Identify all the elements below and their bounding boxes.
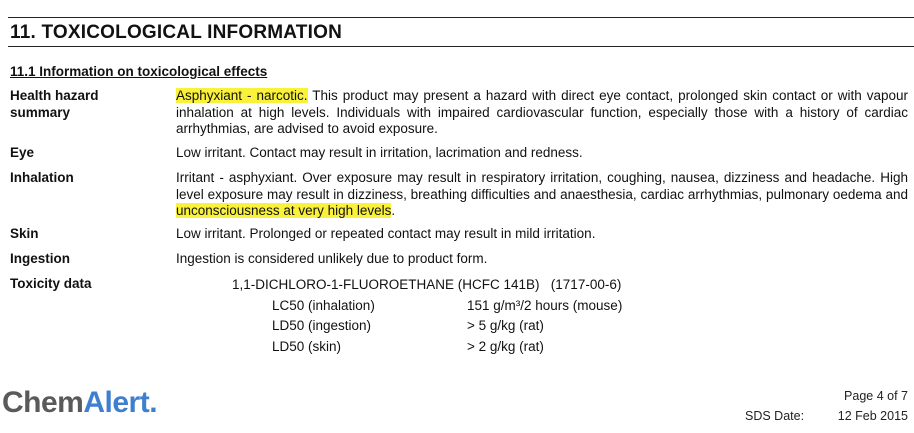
logo-text: Chem xyxy=(2,386,84,419)
row-label: Inhalation xyxy=(10,170,74,185)
toxicity-table: 1,1-DICHLORO-1-FLUOROETHANE (HCFC 141B) … xyxy=(232,275,622,357)
toxicity-entry: LD50 (skin) > 2 g/kg (rat) xyxy=(232,337,622,358)
row-eye: Eye Low irritant. Contact may result in … xyxy=(10,145,908,162)
row-label: Health hazard summary xyxy=(10,88,99,120)
title-rule xyxy=(8,46,914,47)
value: > 2 g/kg (rat) xyxy=(467,338,544,354)
row-ingestion: Ingestion Ingestion is considered unlike… xyxy=(10,251,908,268)
page-number: Page 4 of 7 xyxy=(844,389,908,403)
sds-date: 12 Feb 2015 xyxy=(837,409,908,423)
row-label: Eye xyxy=(10,145,35,160)
chemalert-logo: ChemAlert. xyxy=(2,386,158,420)
highlight: unconsciousness at very high levels xyxy=(176,203,392,218)
value: 151 g/m³/2 hours (mouse) xyxy=(467,297,623,313)
row-value: Irritant - asphyxiant. Over exposure may… xyxy=(176,170,908,220)
test: LC50 (inhalation) xyxy=(272,297,375,313)
row-label: Skin xyxy=(10,226,39,241)
text: Irritant - asphyxiant. Over exposure may… xyxy=(176,170,908,202)
toxicity-entry: LC50 (inhalation) 151 g/m³/2 hours (mouse… xyxy=(232,296,622,317)
text: . xyxy=(391,203,396,218)
logo-text: Alert. xyxy=(83,386,158,419)
row-value: Ingestion is considered unlikely due to … xyxy=(176,251,488,266)
test: LD50 (skin) xyxy=(272,338,342,354)
section-title: 11. TOXICOLOGICAL INFORMATION xyxy=(10,22,342,43)
subsection-title: 11.1 Information on toxicological effect… xyxy=(10,64,268,79)
row-label: Ingestion xyxy=(10,251,70,266)
row-health-hazard: Health hazard summary Asphyxiant - narco… xyxy=(10,88,908,138)
row-label: Toxicity data xyxy=(10,276,92,291)
sds-date-label: SDS Date: xyxy=(745,409,805,423)
row-skin: Skin Low irritant. Prolonged or repeated… xyxy=(10,226,908,243)
row-inhalation: Inhalation Irritant - asphyxiant. Over e… xyxy=(10,170,908,220)
text: This product may present a hazard with d… xyxy=(176,88,908,136)
test: LD50 (ingestion) xyxy=(272,318,372,333)
value: > 5 g/kg (rat) xyxy=(467,318,544,333)
top-rule xyxy=(8,17,914,18)
highlight: Asphyxiant - narcotic. xyxy=(176,88,308,103)
row-value: Asphyxiant - narcotic. This product may … xyxy=(176,88,908,138)
substance-name: 1,1-DICHLORO-1-FLUOROETHANE (HCFC 141B) … xyxy=(232,277,622,292)
toxicity-entry: LD50 (ingestion) > 5 g/kg (rat) xyxy=(232,316,622,337)
row-value: Low irritant. Contact may result in irri… xyxy=(176,145,583,160)
row-value: Low irritant. Prolonged or repeated cont… xyxy=(176,226,596,241)
